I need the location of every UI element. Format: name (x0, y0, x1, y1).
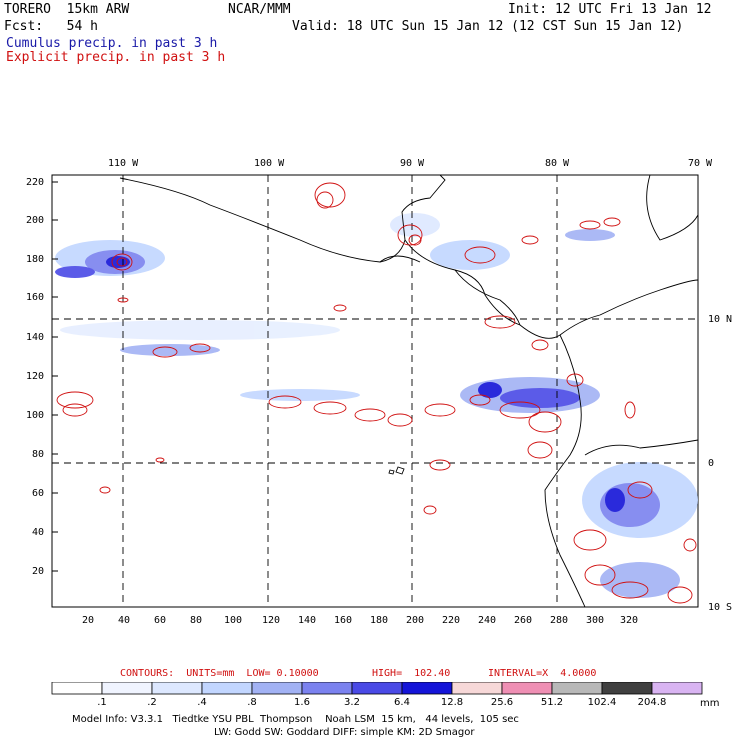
x-tick-label: 200 (406, 615, 425, 626)
x-tick-label: 80 (190, 615, 203, 626)
lon-label: 70 W (688, 158, 713, 169)
contour-interval: INTERVAL=X 4.0000 (488, 668, 597, 679)
colorbar-ticks: .1 .2 .4 .8 1.6 3.2 6.4 12.8 25.6 51.2 102.4 204.8 (0, 697, 740, 711)
x-tick-label: 180 (370, 615, 389, 626)
colorbar-tick-label: 204.8 (637, 697, 667, 708)
lat-label: 0 (708, 458, 715, 469)
y-tick-label: 120 (26, 371, 45, 382)
colorbar-tick-label: 1.6 (294, 697, 310, 708)
colorbar-unit: mm (700, 698, 720, 709)
org-label: NCAR/MMM (228, 2, 291, 17)
y-tick-label: 160 (26, 292, 45, 303)
colorbar-swatch (551, 682, 603, 695)
y-tick-label: 60 (32, 488, 45, 499)
colorbar-tick-label: 102.4 (587, 697, 617, 708)
colorbar-swatch (401, 682, 453, 695)
cumulus-precip-shading (55, 213, 698, 598)
x-tick-label: 100 (224, 615, 243, 626)
colorbar-swatch (651, 682, 703, 695)
x-tick-label: 260 (514, 615, 533, 626)
colorbar-swatch (301, 682, 353, 695)
colorbar-tick-label: 6.4 (394, 697, 410, 708)
explicit-legend: Explicit precip. in past 3 h (6, 50, 226, 65)
colorbar-swatch (151, 682, 203, 695)
colorbar-tick-label: .1 (97, 697, 107, 708)
colorbar-tick-label: .2 (147, 697, 157, 708)
colorbar-tick-label: .8 (247, 697, 257, 708)
axis-ticks (52, 181, 58, 572)
y-tick-label: 220 (26, 177, 45, 188)
y-tick-label: 20 (32, 566, 45, 577)
lat-label: 10 S (708, 602, 733, 613)
x-tick-label: 280 (550, 615, 569, 626)
y-tick-label: 200 (26, 215, 45, 226)
lon-label: 80 W (545, 158, 570, 169)
x-tick-label: 20 (82, 615, 95, 626)
contour-units: CONTOURS: UNITS=mm LOW= 0.10000 (120, 668, 319, 679)
colorbar-tick-label: .4 (197, 697, 207, 708)
lat-label: 10 N (708, 314, 733, 325)
x-tick-label: 160 (334, 615, 353, 626)
y-tick-label: 80 (32, 449, 45, 460)
x-tick-label: 40 (118, 615, 131, 626)
y-tick-label: 140 (26, 332, 45, 343)
x-tick-label: 300 (586, 615, 605, 626)
y-tick-label: 40 (32, 527, 45, 538)
colorbar-tick-label: 51.2 (540, 697, 564, 708)
y-tick-label: 180 (26, 254, 45, 265)
x-tick-label: 240 (478, 615, 497, 626)
x-tick-label: 320 (620, 615, 639, 626)
physics-info: LW: Godd SW: Goddard DIFF: simple KM: 2D… (214, 727, 475, 738)
x-tick-label: 60 (154, 615, 167, 626)
coastlines (119, 174, 699, 608)
forecast-hour: Fcst: 54 h (4, 19, 98, 34)
colorbar-swatch (501, 682, 553, 695)
x-tick-label: 120 (262, 615, 281, 626)
colorbar-swatch (601, 682, 653, 695)
colorbar-swatch (51, 682, 103, 695)
model-title: TORERO 15km ARW (4, 2, 130, 17)
colorbar (51, 682, 703, 695)
colorbar-swatch (351, 682, 403, 695)
lon-label: 100 W (254, 158, 285, 169)
x-tick-label: 140 (298, 615, 317, 626)
y-tick-label: 100 (26, 410, 45, 421)
colorbar-tick-label: 25.6 (490, 697, 514, 708)
lon-label: 90 W (400, 158, 425, 169)
x-tick-label: 220 (442, 615, 461, 626)
colorbar-swatch (451, 682, 503, 695)
valid-time: Valid: 18 UTC Sun 15 Jan 12 (12 CST Sun … (292, 19, 684, 34)
init-time: Init: 12 UTC Fri 13 Jan 12 (508, 2, 712, 17)
lon-label: 110 W (108, 158, 139, 169)
colorbar-swatch (201, 682, 253, 695)
colorbar-tick-label: 12.8 (440, 697, 464, 708)
lat-lon-grid (52, 175, 698, 607)
cumulus-legend: Cumulus precip. in past 3 h (6, 36, 218, 51)
explicit-precip-contours (56, 182, 697, 604)
model-info: Model Info: V3.3.1 Tiedtke YSU PBL Thomp… (72, 714, 519, 725)
contour-high: HIGH= 102.40 (372, 668, 451, 679)
colorbar-tick-label: 3.2 (344, 697, 360, 708)
colorbar-swatch (251, 682, 303, 695)
colorbar-swatch (101, 682, 153, 695)
